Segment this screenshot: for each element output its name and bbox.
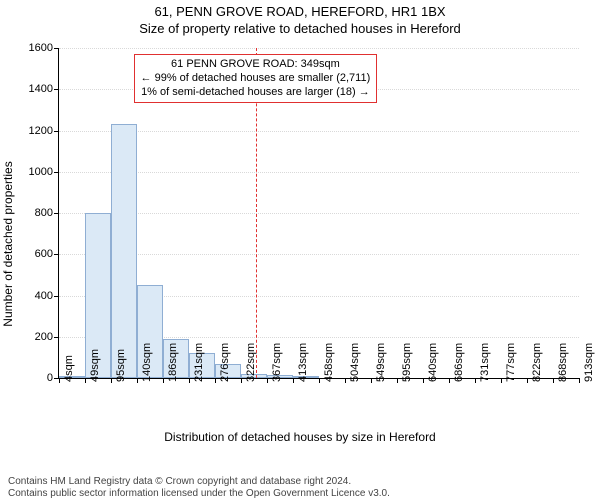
x-tick-label: 777sqm — [505, 343, 517, 382]
y-tick-mark — [54, 48, 59, 49]
x-tick-mark — [319, 378, 320, 383]
x-tick-label: 549sqm — [375, 343, 387, 382]
x-tick-label: 4sqm — [63, 355, 75, 382]
x-tick-mark — [293, 378, 294, 383]
y-tick-label: 200 — [35, 331, 53, 343]
footer-attribution: Contains HM Land Registry data © Crown c… — [8, 476, 390, 500]
x-tick-mark — [137, 378, 138, 383]
y-tick-mark — [54, 254, 59, 255]
x-tick-label: 595sqm — [401, 343, 413, 382]
y-tick-mark — [54, 89, 59, 90]
y-tick-mark — [54, 213, 59, 214]
x-tick-label: 186sqm — [167, 343, 179, 382]
x-tick-mark — [345, 378, 346, 383]
y-tick-label: 800 — [35, 207, 53, 219]
gridline — [59, 172, 579, 173]
x-tick-label: 731sqm — [479, 343, 491, 382]
x-tick-mark — [189, 378, 190, 383]
x-tick-mark — [267, 378, 268, 383]
y-tick-label: 1600 — [29, 42, 53, 54]
gridline — [59, 213, 579, 214]
x-tick-label: 276sqm — [219, 343, 231, 382]
x-tick-mark — [449, 378, 450, 383]
x-tick-label: 686sqm — [453, 343, 465, 382]
annotation-line: 1% of semi-detached houses are larger (1… — [141, 86, 371, 100]
annotation-line: ← 99% of detached houses are smaller (2,… — [141, 72, 371, 86]
gridline — [59, 48, 579, 49]
x-tick-mark — [241, 378, 242, 383]
x-tick-label: 140sqm — [141, 343, 153, 382]
x-tick-label: 868sqm — [557, 343, 569, 382]
y-tick-mark — [54, 172, 59, 173]
y-tick-mark — [54, 337, 59, 338]
x-tick-label: 458sqm — [323, 343, 335, 382]
x-tick-label: 822sqm — [531, 343, 543, 382]
x-tick-mark — [215, 378, 216, 383]
x-tick-mark — [527, 378, 528, 383]
y-tick-mark — [54, 131, 59, 132]
x-tick-label: 367sqm — [271, 343, 283, 382]
x-tick-label: 504sqm — [349, 343, 361, 382]
gridline — [59, 254, 579, 255]
gridline — [59, 131, 579, 132]
x-tick-label: 413sqm — [297, 343, 309, 382]
x-tick-mark — [397, 378, 398, 383]
x-tick-label: 95sqm — [115, 349, 127, 382]
footer-line-2: Contains public sector information licen… — [8, 488, 390, 500]
x-tick-mark — [59, 378, 60, 383]
x-tick-label: 913sqm — [583, 343, 595, 382]
y-tick-label: 1400 — [29, 83, 53, 95]
x-tick-label: 640sqm — [427, 343, 439, 382]
y-tick-label: 1000 — [29, 166, 53, 178]
plot-area: 020040060080010001200140016004sqm49sqm95… — [58, 48, 579, 379]
x-tick-mark — [475, 378, 476, 383]
y-tick-label: 400 — [35, 290, 53, 302]
x-tick-label: 231sqm — [193, 343, 205, 382]
chart-container: Number of detached properties 0 200 400 600… — [0, 44, 600, 444]
x-tick-mark — [501, 378, 502, 383]
x-tick-mark — [163, 378, 164, 383]
x-tick-mark — [579, 378, 580, 383]
y-axis-label: Number of detached properties — [1, 161, 15, 326]
histogram-bar — [111, 124, 137, 378]
x-tick-mark — [423, 378, 424, 383]
x-axis-label: Distribution of detached houses by size … — [0, 430, 600, 444]
title-main: 61, PENN GROVE ROAD, HEREFORD, HR1 1BX — [0, 4, 600, 19]
y-tick-mark — [54, 296, 59, 297]
footer-line-1: Contains HM Land Registry data © Crown c… — [8, 476, 390, 488]
y-tick-label: 600 — [35, 248, 53, 260]
annotation-box: 61 PENN GROVE ROAD: 349sqm← 99% of detac… — [134, 54, 378, 103]
y-tick-label: 1200 — [29, 125, 53, 137]
x-tick-mark — [553, 378, 554, 383]
annotation-line: 61 PENN GROVE ROAD: 349sqm — [141, 58, 371, 72]
title-sub: Size of property relative to detached ho… — [0, 21, 600, 36]
x-tick-mark — [85, 378, 86, 383]
x-tick-mark — [111, 378, 112, 383]
x-tick-label: 49sqm — [89, 349, 101, 382]
y-tick-label: 0 — [47, 372, 53, 384]
x-tick-mark — [371, 378, 372, 383]
